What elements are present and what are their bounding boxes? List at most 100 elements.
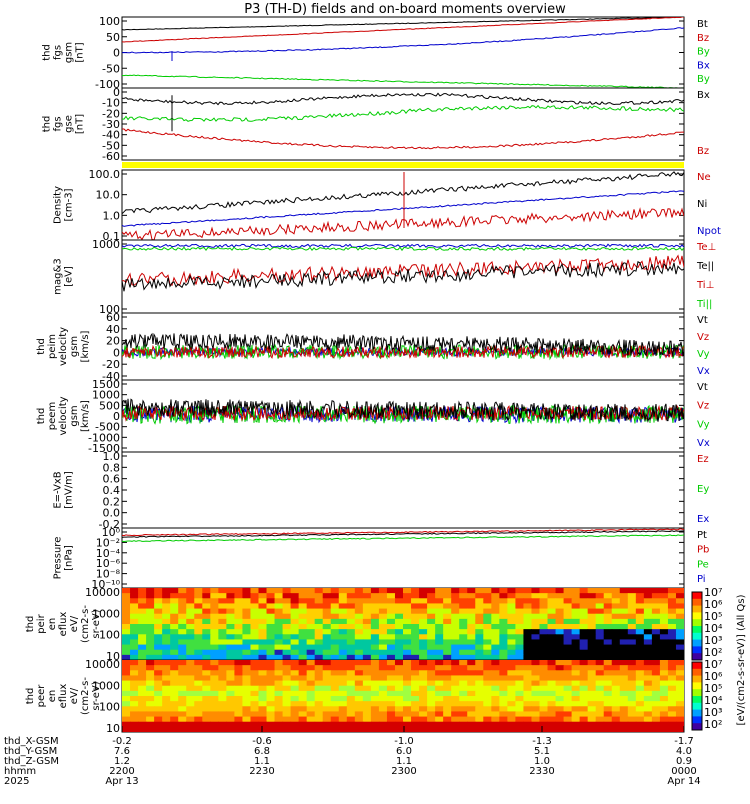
spec-cell xyxy=(218,644,227,651)
spec-cell xyxy=(282,654,292,660)
ylabel-line: [km/s] xyxy=(80,400,91,432)
legend-entry: Npot xyxy=(697,226,721,237)
spec-cell xyxy=(386,588,396,594)
spec-cell xyxy=(667,690,677,697)
spec-cell xyxy=(226,608,235,615)
spec-cell xyxy=(354,603,364,610)
spec-cell xyxy=(579,613,589,620)
spec-cell xyxy=(491,690,500,697)
spec-cell xyxy=(579,634,589,640)
spec-cell xyxy=(314,680,324,687)
legend-entry: Vx xyxy=(697,366,710,377)
spec-cell xyxy=(146,675,155,682)
spec-cell xyxy=(338,613,348,620)
spec-cell xyxy=(539,685,549,692)
spec-cell xyxy=(162,649,171,656)
spec-cell xyxy=(619,685,629,692)
spec-cell xyxy=(322,660,332,666)
spec-cell xyxy=(258,618,268,625)
spec-cell xyxy=(314,644,324,651)
spec-cell xyxy=(130,665,139,671)
spec-cell xyxy=(555,675,565,682)
spec-cell xyxy=(539,603,549,610)
spec-cell xyxy=(483,690,492,697)
spec-cell xyxy=(146,670,155,676)
spec-cell xyxy=(539,639,549,646)
spec-cell xyxy=(386,618,396,625)
spec-cell xyxy=(274,624,284,630)
spec-cell xyxy=(170,598,179,604)
spec-cell xyxy=(162,644,171,651)
spec-cell xyxy=(178,598,187,604)
spec-cell xyxy=(218,680,227,687)
spec-cell xyxy=(338,665,348,671)
spec-cell xyxy=(314,624,324,630)
spec-cell xyxy=(130,608,139,615)
spec-cell xyxy=(667,660,677,666)
spec-cell xyxy=(354,598,364,604)
spec-cell xyxy=(130,726,139,732)
spec-cell xyxy=(282,588,292,594)
ylabel-line: [mV/m] xyxy=(64,471,75,509)
spec-cell xyxy=(563,629,573,635)
colorbar-cell xyxy=(692,662,702,670)
spec-cell xyxy=(314,598,324,604)
spec-cell xyxy=(515,593,524,599)
spec-cell xyxy=(579,706,589,712)
legend-entry: Pi xyxy=(697,574,706,585)
spec-cell xyxy=(210,629,219,635)
spec-cell xyxy=(483,706,492,712)
spec-cell xyxy=(354,690,364,697)
spec-cell xyxy=(138,660,147,666)
spec-cell xyxy=(378,665,388,671)
spec-cell xyxy=(146,685,155,692)
spec-cell xyxy=(635,726,645,732)
series-pt xyxy=(122,530,684,538)
spec-cell xyxy=(266,654,276,660)
spec-cell xyxy=(611,639,621,646)
spec-cell xyxy=(587,716,597,723)
spec-cell xyxy=(242,629,251,635)
spec-cell xyxy=(146,603,155,610)
spec-cell xyxy=(290,613,300,620)
spec-cell xyxy=(619,649,629,656)
spec-cell xyxy=(595,593,605,599)
spec-cell xyxy=(346,670,356,676)
spec-cell xyxy=(659,654,669,660)
spec-cell xyxy=(579,660,589,666)
panel-content xyxy=(122,92,684,150)
spec-cell xyxy=(130,618,139,625)
spec-cell xyxy=(138,639,147,646)
spec-cell xyxy=(587,624,597,630)
legend-entry: Ex xyxy=(697,514,709,525)
spec-cell xyxy=(539,649,549,656)
spec-cell xyxy=(435,593,444,599)
spec-cell xyxy=(411,598,420,604)
ytick-label: -1500 xyxy=(88,442,120,455)
colorbar-tick: 10² xyxy=(704,646,722,659)
ytick-label: 10⁻¹⁰ xyxy=(91,578,120,591)
spec-cell xyxy=(234,588,243,594)
spec-cell xyxy=(130,649,139,656)
legend-entry: Pb xyxy=(697,545,709,556)
spec-cell xyxy=(314,665,324,671)
spec-cell xyxy=(579,654,589,660)
spec-cell xyxy=(122,629,131,635)
footer-value: 6.8 xyxy=(254,746,270,757)
spec-cell xyxy=(531,670,540,676)
spec-cell xyxy=(659,644,669,651)
spec-cell xyxy=(547,588,557,594)
spec-cell xyxy=(579,644,589,651)
spec-cell xyxy=(667,711,677,718)
spec-cell xyxy=(370,665,380,671)
spec-cell xyxy=(643,716,653,723)
spec-cell xyxy=(178,603,187,610)
spec-cell xyxy=(202,588,211,594)
spec-cell xyxy=(226,690,235,697)
spec-cell xyxy=(330,618,340,625)
spec-cell xyxy=(282,680,292,687)
spec-cell xyxy=(475,598,484,604)
footer-value: 2200 xyxy=(109,766,134,777)
spec-cell xyxy=(603,603,613,610)
